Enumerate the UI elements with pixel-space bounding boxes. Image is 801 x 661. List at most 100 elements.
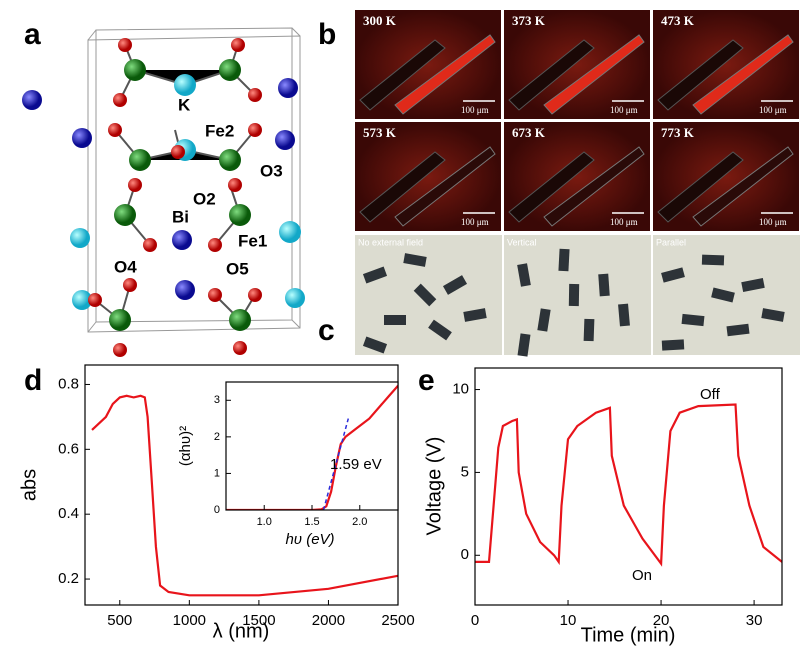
particle bbox=[362, 336, 388, 354]
crystal bbox=[394, 34, 496, 115]
y-tick-label: 10 bbox=[452, 381, 469, 398]
particle bbox=[558, 248, 570, 272]
atom bbox=[143, 238, 157, 252]
atom bbox=[229, 204, 251, 226]
y-axis-title: Voltage (V) bbox=[423, 437, 445, 536]
atom bbox=[113, 93, 127, 107]
particle bbox=[568, 283, 580, 307]
atom bbox=[175, 280, 195, 300]
atom bbox=[109, 309, 131, 331]
atom bbox=[174, 74, 196, 96]
crystal bbox=[359, 39, 446, 111]
temperature-label: 673 K bbox=[512, 125, 546, 140]
particle bbox=[403, 253, 427, 267]
atom bbox=[285, 288, 305, 308]
particle bbox=[442, 275, 468, 295]
atom bbox=[22, 90, 42, 110]
x-tick-label: 1.5 bbox=[304, 516, 319, 528]
y-tick-label: 0 bbox=[214, 504, 220, 516]
atom bbox=[228, 178, 242, 192]
particle bbox=[517, 333, 531, 357]
y-tick-label: 2 bbox=[214, 431, 220, 443]
atom bbox=[233, 341, 247, 355]
atom bbox=[114, 204, 136, 226]
crystal bbox=[657, 39, 744, 111]
y-tick-label: 1 bbox=[214, 467, 220, 479]
crystal bbox=[543, 34, 645, 115]
atom-label: O5 bbox=[226, 259, 249, 278]
particle bbox=[428, 319, 452, 341]
scale-bar-label: 100 μm bbox=[461, 105, 489, 115]
crystal bbox=[657, 151, 744, 223]
particle bbox=[583, 318, 595, 342]
x-tick-label: 10 bbox=[560, 612, 577, 629]
y-tick-label: 0.6 bbox=[58, 440, 79, 457]
y-tick-label: 3 bbox=[214, 394, 220, 406]
scale-bar-label: 100 μm bbox=[759, 217, 787, 227]
panel-letter: c bbox=[318, 314, 335, 347]
atom bbox=[70, 228, 90, 248]
atom bbox=[219, 149, 241, 171]
micrographs: 300 K 100 μm 373 K 100 μm 473 K 100 μm 573 K 10… bbox=[355, 10, 799, 231]
atom-label: K bbox=[178, 95, 191, 114]
annotation: Off bbox=[700, 386, 721, 403]
particle bbox=[537, 308, 551, 332]
unit-cell bbox=[291, 27, 301, 37]
x-tick-label: 30 bbox=[746, 612, 763, 629]
atom-label: Bi bbox=[172, 207, 189, 226]
particle bbox=[598, 273, 610, 297]
atom bbox=[208, 288, 222, 302]
temperature-label: 373 K bbox=[512, 13, 546, 28]
plot-frame bbox=[474, 367, 783, 606]
x-tick-label: 2.0 bbox=[352, 516, 367, 528]
y-tick-label: 0.4 bbox=[58, 505, 79, 522]
atom bbox=[172, 230, 192, 250]
x-axis-title: λ (nm) bbox=[213, 620, 270, 642]
atom bbox=[208, 238, 222, 252]
particle bbox=[463, 308, 487, 322]
data-line bbox=[322, 418, 350, 510]
crystal bbox=[692, 146, 794, 227]
atom-label: Fe2 bbox=[205, 121, 234, 140]
particle bbox=[701, 254, 725, 266]
atom bbox=[72, 290, 92, 310]
x-tick-label: 20 bbox=[653, 612, 670, 629]
atoms bbox=[22, 38, 305, 357]
panel-letter: b bbox=[318, 18, 336, 51]
particle bbox=[681, 313, 705, 327]
atom bbox=[171, 145, 185, 159]
particle bbox=[384, 315, 406, 325]
atom bbox=[113, 343, 127, 357]
atom-label: O2 bbox=[193, 189, 216, 208]
unit-cell bbox=[291, 319, 301, 329]
crystal bbox=[359, 151, 446, 223]
scale-bar-label: 100 μm bbox=[759, 105, 787, 115]
scale-bar-label: 100 μm bbox=[461, 217, 489, 227]
temperature-label: 300 K bbox=[363, 13, 397, 28]
crystal bbox=[543, 146, 645, 227]
unit-cell bbox=[87, 29, 97, 41]
crystal bbox=[508, 151, 595, 223]
field-label: Vertical bbox=[507, 237, 537, 247]
y-tick-label: 0.2 bbox=[58, 570, 79, 587]
atom bbox=[72, 128, 92, 148]
panel-letter: d bbox=[24, 364, 42, 397]
annotation: 1.59 eV bbox=[330, 456, 382, 473]
x-tick-label: 0 bbox=[471, 612, 479, 629]
particle bbox=[413, 283, 437, 307]
panel-letter: e bbox=[418, 364, 435, 397]
atom bbox=[128, 178, 142, 192]
atom bbox=[279, 221, 301, 243]
y-tick-label: 0.8 bbox=[58, 375, 79, 392]
particle bbox=[741, 277, 765, 293]
crystal bbox=[394, 146, 496, 227]
atom-label: Fe1 bbox=[238, 231, 267, 250]
atom bbox=[231, 38, 245, 52]
particle bbox=[362, 266, 388, 284]
atom bbox=[219, 59, 241, 81]
x-tick-label: 2500 bbox=[381, 612, 414, 629]
particle bbox=[618, 303, 630, 327]
particle bbox=[761, 308, 785, 322]
